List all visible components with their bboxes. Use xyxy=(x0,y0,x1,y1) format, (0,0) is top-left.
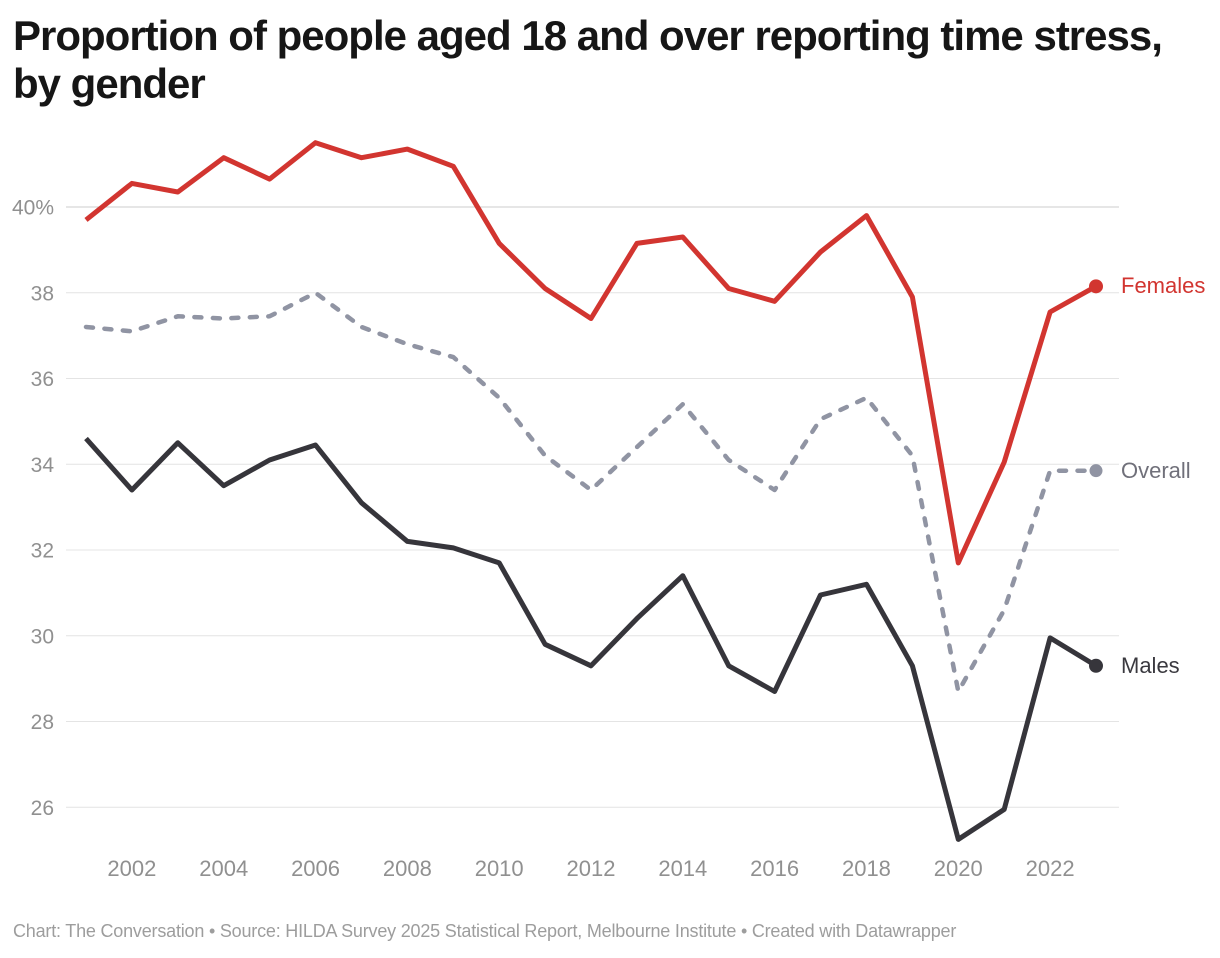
x-axis-tick-label: 2014 xyxy=(658,856,707,881)
x-axis-tick-label: 2004 xyxy=(199,856,248,881)
x-axis-tick-label: 2016 xyxy=(750,856,799,881)
chart-title: Proportion of people aged 18 and over re… xyxy=(13,12,1213,108)
overall-line xyxy=(83,290,1099,694)
legend-label-females: Females xyxy=(1121,273,1206,298)
legend-label-overall: Overall xyxy=(1121,458,1191,483)
x-axis-tick-label: 2006 xyxy=(291,856,340,881)
chart-credit-line: Chart: The Conversation • Source: HILDA … xyxy=(13,921,957,941)
x-axis-tick-label: 2010 xyxy=(475,856,524,881)
y-axis-tick-label: 38 xyxy=(31,282,54,305)
chart-title-line2: by gender xyxy=(13,60,206,107)
chart-title-line1: Proportion of people aged 18 and over re… xyxy=(13,12,1163,59)
males-line xyxy=(84,436,1098,842)
x-axis-tick-label: 2018 xyxy=(842,856,891,881)
x-axis-tick-label: 2022 xyxy=(1026,856,1075,881)
y-axis-tick-label: 36 xyxy=(31,368,54,391)
y-axis-tick-label: 28 xyxy=(31,711,54,734)
y-axis-tick-label: 30 xyxy=(31,625,54,648)
males-endpoint-dot xyxy=(1089,658,1103,673)
y-axis-tick-label: 32 xyxy=(31,540,54,563)
x-axis-tick-label: 2020 xyxy=(934,856,983,881)
females-endpoint-dot xyxy=(1089,279,1103,294)
females-line xyxy=(84,140,1098,566)
y-axis-tick-label: 40% xyxy=(12,197,54,220)
overall-endpoint-dot xyxy=(1089,464,1103,478)
x-axis-tick-label: 2012 xyxy=(567,856,616,881)
y-axis-tick-label: 26 xyxy=(31,797,54,820)
x-axis-tick-label: 2008 xyxy=(383,856,432,881)
x-axis-tick-label: 2002 xyxy=(107,856,156,881)
y-axis-tick-label: 34 xyxy=(31,454,55,477)
legend-label-males: Males xyxy=(1121,653,1180,678)
